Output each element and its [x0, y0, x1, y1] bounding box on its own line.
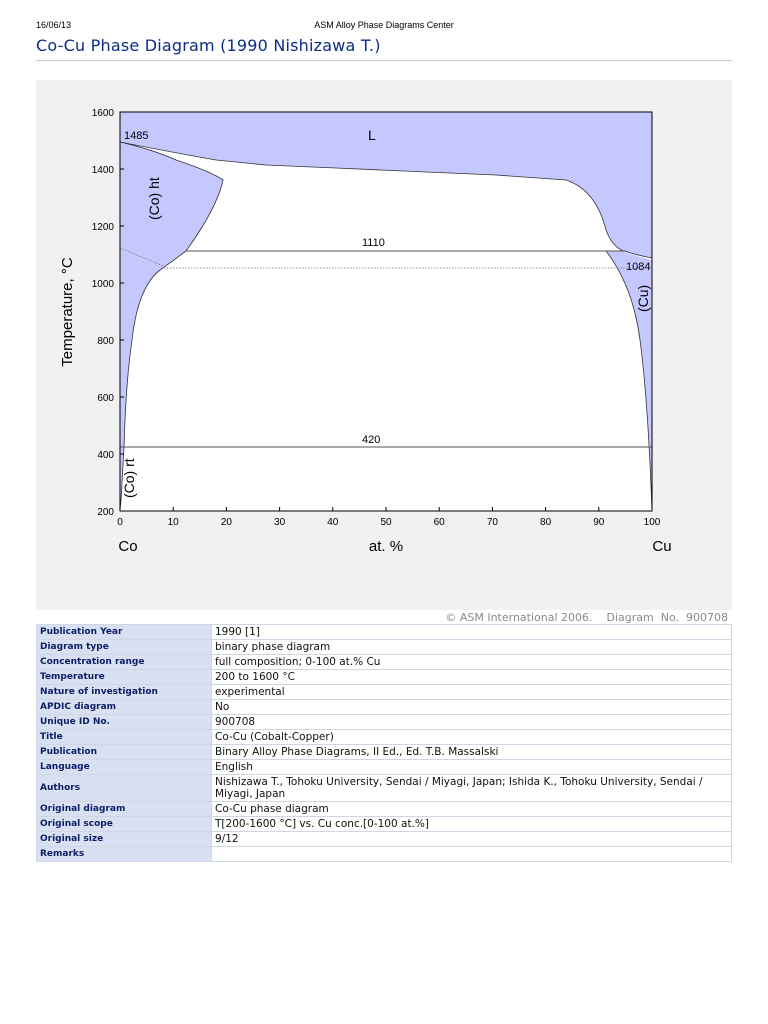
y-axis-label: Temperature, °C — [59, 257, 76, 367]
row-key: Concentration range — [36, 654, 212, 670]
row-key: Diagram type — [36, 639, 212, 655]
row-value: 9/12 — [211, 831, 732, 847]
table-row: Temperature 200 to 1600 °C — [36, 669, 732, 685]
x-tick-label: 10 — [168, 517, 180, 528]
x-tick-label: 60 — [434, 517, 446, 528]
row-key: APDIC diagram — [36, 699, 212, 715]
print-date: 16/06/13 — [36, 20, 72, 30]
x-tick-label: 0 — [117, 517, 123, 528]
x-axis — [119, 507, 653, 511]
cu-phase-label: (Cu) — [635, 285, 651, 312]
row-value: 900708 — [211, 714, 732, 730]
row-key: Original diagram — [36, 801, 212, 817]
metadata-table: Publication Year 1990 [1] Diagram type bin… — [36, 624, 732, 862]
y-tick-label: 1400 — [92, 165, 115, 176]
table-row: Publication Year 1990 [1] — [36, 624, 732, 640]
table-row: Unique ID No. 900708 — [36, 714, 732, 730]
table-row: Title Co-Cu (Cobalt-Copper) — [36, 729, 732, 745]
x-tick-label: 30 — [274, 517, 286, 528]
copyright-text: © ASM International 2006. — [445, 611, 593, 624]
row-key: Publication Year — [36, 624, 212, 640]
row-key: Original scope — [36, 816, 212, 832]
left-element-label: Co — [118, 538, 137, 555]
row-value: binary phase diagram — [211, 639, 732, 655]
title-divider — [36, 60, 732, 61]
liquid-phase-label: L — [368, 127, 376, 143]
y-tick-label: 800 — [97, 336, 114, 347]
x-tick-label: 100 — [644, 517, 661, 528]
cu-melting-point-label: 1084 — [626, 261, 650, 273]
table-row: Diagram type binary phase diagram — [36, 639, 732, 655]
row-key: Original size — [36, 831, 212, 847]
x-tick-label: 80 — [540, 517, 552, 528]
table-row: Original diagram Co-Cu phase diagram — [36, 801, 732, 817]
table-row: Publication Binary Alloy Phase Diagrams, … — [36, 744, 732, 760]
co-melting-point-label: 1485 — [124, 130, 148, 142]
transition-temperature-label: 420 — [362, 434, 380, 446]
x-tick-label: 90 — [593, 517, 605, 528]
dotted-line-diagonal — [119, 247, 169, 269]
row-value: English — [211, 759, 732, 775]
co-ht-solvus — [119, 141, 224, 252]
row-key: Unique ID No. — [36, 714, 212, 730]
phase-diagram: 0 10 20 30 40 50 60 70 80 90 100 200 400… — [36, 80, 732, 610]
y-tick-label: 600 — [97, 393, 114, 404]
row-value — [211, 846, 732, 862]
cu-solvus — [605, 250, 653, 512]
y-axis — [120, 111, 124, 512]
cu-solid-region — [606, 251, 652, 511]
table-row: Original scope T[200-1600 °C] vs. Cu conc… — [36, 816, 732, 832]
table-row: APDIC diagram No — [36, 699, 732, 715]
row-value: Co-Cu phase diagram — [211, 801, 732, 817]
y-tick-label: 200 — [97, 507, 114, 518]
table-row: Authors Nishizawa T., Tohoku University, … — [36, 774, 732, 802]
row-key: Publication — [36, 744, 212, 760]
x-tick-label: 70 — [487, 517, 499, 528]
right-element-label: Cu — [652, 538, 671, 555]
row-value: 1990 [1] — [211, 624, 732, 640]
co-rt-region — [120, 251, 186, 511]
x-tick-label: 50 — [380, 517, 392, 528]
y-tick-label: 400 — [97, 450, 114, 461]
row-value: full composition; 0-100 at.% Cu — [211, 654, 732, 670]
co-rt-phase-label: (Co) rt — [121, 458, 137, 498]
table-row: Original size 9/12 — [36, 831, 732, 847]
site-title: ASM Alloy Phase Diagrams Center — [314, 20, 454, 30]
row-key: Temperature — [36, 669, 212, 685]
co-ht-phase-label: (Co) ht — [146, 177, 162, 220]
row-key: Nature of investigation — [36, 684, 212, 700]
page-title: Co-Cu Phase Diagram (1990 Nishizawa T.) — [36, 36, 381, 55]
x-tick-label: 20 — [221, 517, 233, 528]
row-value: Nishizawa T., Tohoku University, Sendai … — [211, 774, 732, 802]
liquid-region — [120, 112, 652, 258]
copyright-notice: © ASM International 2006. Diagram No. 90… — [445, 611, 728, 624]
row-value: No — [211, 699, 732, 715]
row-value: Co-Cu (Cobalt-Copper) — [211, 729, 732, 745]
row-key: Authors — [36, 774, 212, 802]
x-tick-label: 40 — [327, 517, 339, 528]
y-tick-label: 1200 — [92, 222, 115, 233]
row-key: Title — [36, 729, 212, 745]
row-key: Language — [36, 759, 212, 775]
table-row: Language English — [36, 759, 732, 775]
row-value: 200 to 1600 °C — [211, 669, 732, 685]
co-solvus — [119, 250, 187, 512]
table-row: Nature of investigation experimental — [36, 684, 732, 700]
row-value: experimental — [211, 684, 732, 700]
row-key: Remarks — [36, 846, 212, 862]
table-row: Remarks — [36, 846, 732, 862]
row-value: T[200-1600 °C] vs. Cu conc.[0-100 at.%] — [211, 816, 732, 832]
row-value: Binary Alloy Phase Diagrams, II Ed., Ed.… — [211, 744, 732, 760]
x-axis-label: at. % — [369, 538, 403, 555]
y-tick-label: 1600 — [92, 108, 115, 119]
y-tick-label: 1000 — [92, 279, 115, 290]
co-ht-region — [120, 142, 223, 251]
table-row: Concentration range full composition; 0-1… — [36, 654, 732, 670]
peritectic-temperature-label: 1110 — [362, 237, 385, 249]
diagram-number: Diagram No. 900708 — [606, 611, 728, 624]
